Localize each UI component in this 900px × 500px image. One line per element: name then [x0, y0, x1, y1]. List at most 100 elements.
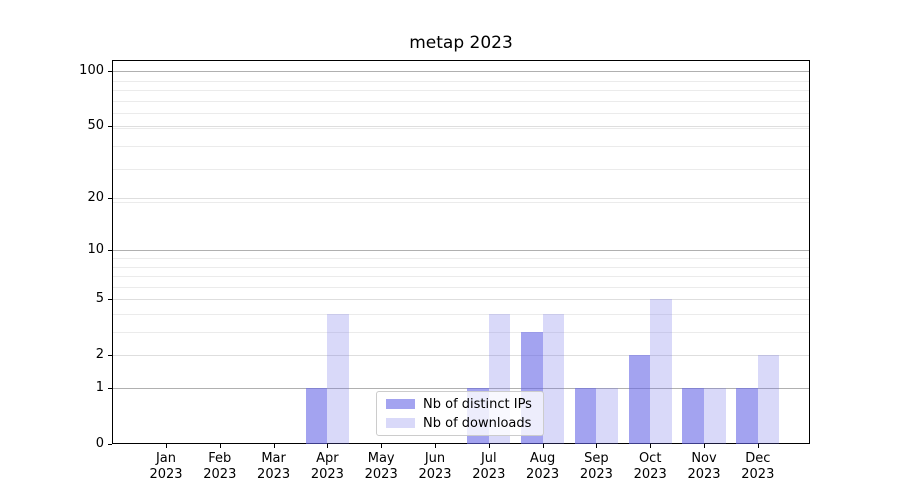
legend-label-downloads: Nb of downloads [423, 415, 532, 431]
y-tick-mark [108, 299, 112, 301]
x-tick-label-jul: Jul 2023 [457, 451, 521, 482]
x-tick-year: 2023 [149, 466, 183, 482]
bar-downloads-Sep [596, 388, 618, 444]
gridline [113, 126, 809, 128]
y-tick-label: 5 [95, 291, 104, 307]
x-tick-month: Nov [691, 451, 717, 466]
x-tick-label-apr: Apr 2023 [295, 451, 359, 482]
bar-distinct-ips-Oct [628, 355, 651, 444]
minor-gridline [113, 313, 809, 315]
bar-downloads-Nov [704, 388, 726, 444]
major-gridline [113, 250, 809, 252]
gridline [113, 355, 809, 357]
bar-downloads-Dec [757, 355, 780, 444]
x-tick-label-aug: Aug 2023 [511, 451, 575, 482]
x-tick-month: Jul [480, 451, 497, 466]
x-tick-label-mar: Mar 2023 [242, 451, 306, 482]
bar-distinct-ips-Nov [682, 388, 704, 444]
y-tick-label: 100 [79, 63, 104, 79]
plot-area [112, 60, 810, 444]
gridline [113, 198, 809, 200]
x-tick-year: 2023 [526, 466, 560, 482]
minor-gridline [113, 169, 809, 171]
bar-distinct-ips-Sep [574, 388, 597, 444]
bar-distinct-ips-Dec [736, 388, 758, 444]
x-tick-month: Sep [584, 451, 609, 466]
major-gridline [113, 388, 809, 389]
x-tick-month: Jun [424, 451, 446, 466]
x-tick-label-feb: Feb 2023 [188, 451, 252, 482]
bar-downloads-Apr [327, 313, 349, 444]
x-tick-year: 2023 [257, 466, 291, 482]
minor-gridline [113, 276, 809, 278]
x-tick-year: 2023 [633, 466, 667, 482]
x-tick-mark [650, 443, 652, 448]
y-tick-label: 20 [87, 190, 104, 206]
x-tick-mark [219, 443, 221, 448]
x-tick-mark [488, 443, 490, 448]
legend-label-distinct-ips: Nb of distinct IPs [423, 396, 532, 412]
x-tick-month: Mar [261, 451, 286, 466]
x-tick-label-jan: Jan 2023 [134, 451, 198, 482]
x-tick-year: 2023 [203, 466, 237, 482]
y-tick-mark [108, 355, 112, 357]
legend-entry-distinct-ips: Nb of distinct IPs [386, 397, 543, 412]
y-tick-mark [108, 126, 112, 128]
legend: Nb of distinct IPs Nb of downloads [376, 391, 544, 436]
x-tick-year: 2023 [472, 466, 506, 482]
y-tick-label: 1 [95, 380, 104, 395]
x-tick-month: Jan [155, 451, 177, 466]
x-tick-label-jun: Jun 2023 [403, 451, 467, 482]
y-tick-mark [108, 198, 112, 200]
x-tick-mark [327, 443, 329, 448]
chart-title: metap 2023 [409, 33, 513, 53]
gridline [113, 299, 809, 301]
minor-gridline [113, 286, 809, 288]
y-tick-mark [108, 388, 112, 389]
x-tick-label-nov: Nov 2023 [672, 451, 736, 482]
x-tick-label-oct: Oct 2023 [618, 451, 682, 482]
x-tick-month: Aug [529, 451, 556, 466]
x-tick-month: Oct [638, 451, 662, 466]
bar-downloads-Oct [650, 299, 672, 444]
minor-gridline [113, 332, 809, 334]
legend-entry-downloads: Nb of downloads [386, 416, 543, 431]
x-tick-label-sep: Sep 2023 [564, 451, 628, 482]
bar-distinct-ips-Apr [305, 388, 328, 444]
minor-gridline [113, 80, 809, 82]
y-tick-label: 0 [95, 436, 104, 451]
x-tick-label-may: May 2023 [349, 451, 413, 482]
x-tick-mark [542, 443, 544, 448]
bar-downloads-Aug [542, 313, 565, 444]
minor-gridline [113, 258, 809, 259]
x-tick-label-dec: Dec 2023 [726, 451, 790, 482]
x-tick-year: 2023 [364, 466, 398, 482]
x-tick-mark [435, 443, 436, 448]
x-tick-mark [704, 443, 705, 448]
minor-gridline [113, 202, 809, 203]
x-tick-mark [273, 443, 275, 448]
x-tick-year: 2023 [310, 466, 344, 482]
minor-gridline [113, 113, 809, 115]
x-tick-mark [757, 443, 759, 448]
y-tick-label: 50 [87, 118, 104, 134]
x-tick-year: 2023 [418, 466, 452, 482]
x-tick-year: 2023 [579, 466, 613, 482]
x-tick-month: Feb [208, 451, 232, 466]
minor-gridline [113, 127, 809, 129]
major-gridline [113, 71, 809, 73]
minor-gridline [113, 146, 809, 148]
x-tick-month: Dec [745, 451, 771, 466]
y-tick-mark [108, 444, 112, 445]
y-tick-mark [108, 250, 112, 252]
x-tick-month: Apr [316, 451, 339, 466]
legend-swatch-downloads [386, 418, 415, 428]
y-tick-label: 10 [87, 242, 104, 258]
y-tick-mark [108, 71, 112, 73]
minor-gridline [113, 90, 809, 92]
x-tick-mark [381, 443, 383, 448]
x-tick-year: 2023 [687, 466, 721, 482]
minor-gridline [113, 266, 809, 268]
x-tick-mark [166, 443, 167, 448]
